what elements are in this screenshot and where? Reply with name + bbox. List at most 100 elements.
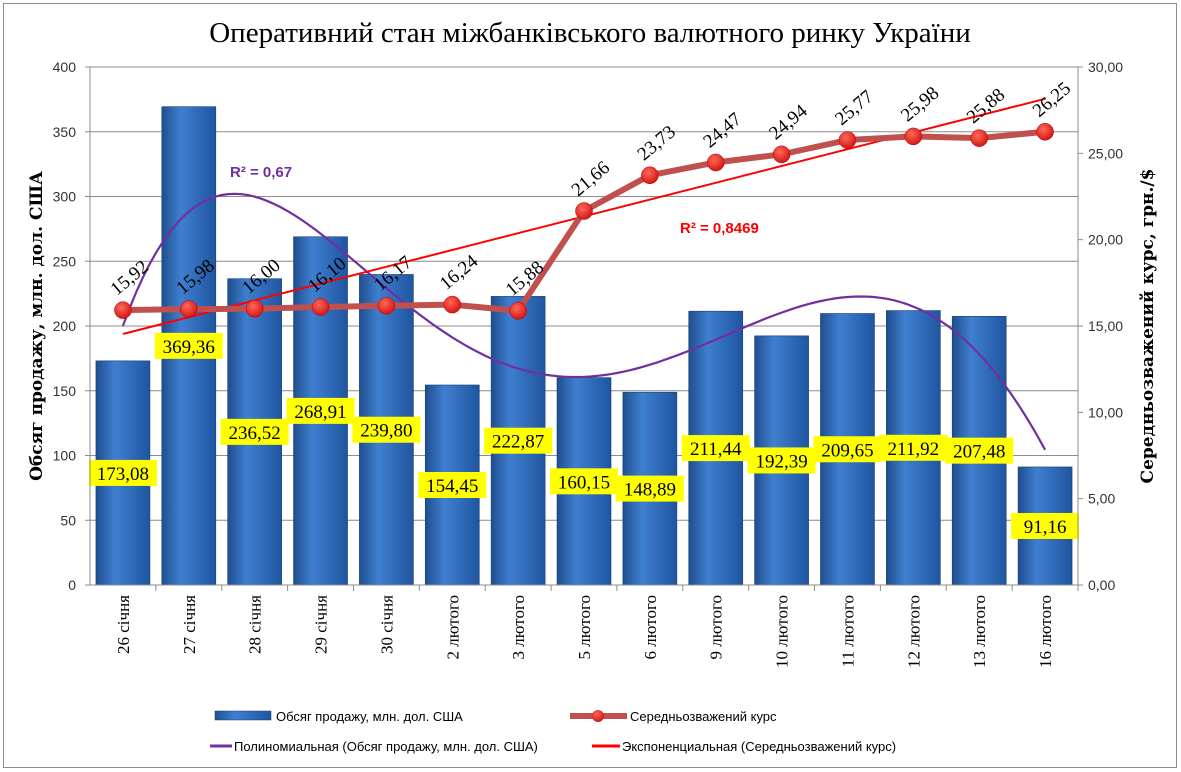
x-tick-label: 10 лютого (773, 595, 792, 668)
bar-label-bg (352, 416, 421, 443)
rate-value-label: 26,25 (1029, 78, 1075, 122)
bar-value-label: 192,39 (755, 451, 807, 472)
bar-label-bg (747, 447, 816, 474)
rate-marker (838, 131, 857, 149)
bar-label-bg (681, 435, 750, 462)
y-tick-label: 400 (53, 59, 77, 75)
x-tick-label: 28 січня (246, 595, 265, 654)
legend-item-rate: Середньозважений курс (630, 709, 777, 724)
bar-value-label: 239,80 (360, 421, 412, 442)
bar-value-label: 211,92 (888, 439, 940, 460)
bar-label-bg (154, 332, 223, 359)
x-tick-label: 30 січня (377, 595, 396, 654)
x-tick-label: 13 лютого (970, 595, 989, 668)
rate-marker (245, 299, 264, 318)
bar-value-label: 207,48 (953, 442, 1005, 463)
bar-label-bg (220, 418, 289, 445)
bar-value-label: 154,45 (426, 476, 478, 497)
rate-value-label: 21,66 (568, 157, 614, 201)
bar-value-label: 236,52 (229, 423, 281, 444)
rate-value-label: 24,47 (699, 109, 745, 153)
bar-value-label: 160,15 (558, 472, 610, 493)
rate-value-label: 25,77 (831, 86, 877, 130)
bar-value-label: 222,87 (492, 432, 544, 453)
bar-value-label: 369,36 (163, 337, 215, 358)
rate-marker (377, 297, 396, 315)
y-tick-label: 100 (53, 448, 77, 464)
bar-value-label: 91,16 (1024, 517, 1067, 538)
rate-value-label: 23,73 (634, 122, 680, 166)
bar-label-bg (550, 468, 618, 495)
rate-value-label: 16,24 (436, 251, 483, 295)
y-tick-label: 300 (53, 189, 77, 205)
x-tick-label: 5 лютого (575, 595, 594, 659)
bar-value-label: 148,89 (624, 480, 676, 501)
rate-marker (509, 302, 527, 320)
bar-label-bg (945, 437, 1014, 464)
x-tick-label: 6 лютого (641, 595, 660, 659)
rate-value-label: 15,88 (502, 257, 548, 301)
y2-tick-label: 15,00 (1088, 318, 1123, 334)
bar-label-bg (88, 459, 157, 486)
y-tick-label: 0 (68, 577, 76, 593)
rate-marker (180, 300, 198, 318)
rate-value-label: 25,98 (897, 83, 943, 127)
x-tick-label: 29 січня (312, 595, 331, 654)
y2-tick-label: 20,00 (1088, 232, 1123, 248)
legend-item-exp: Экспоненциальная (Середньозважений курс) (622, 739, 896, 754)
rate-value-label: 25,88 (963, 84, 1009, 128)
x-tick-label: 3 лютого (509, 595, 528, 659)
bar-value-label: 173,08 (97, 464, 149, 485)
bar-label-bg (1011, 512, 1080, 539)
y2-tick-label: 5,00 (1088, 491, 1115, 507)
x-tick-label: 9 лютого (707, 595, 726, 659)
rate-marker (443, 295, 462, 314)
bar-label-bg (418, 471, 487, 498)
x-tick-label: 2 лютого (443, 595, 462, 659)
x-tick-label: 26 січня (114, 595, 133, 654)
x-tick-label: 12 лютого (904, 595, 923, 668)
rate-marker (641, 166, 659, 185)
legend-marker-swatch (592, 710, 604, 722)
y2-tick-label: 30,00 (1088, 59, 1123, 75)
y2-tick-label: 0,00 (1088, 577, 1115, 593)
bar-label-bg (813, 436, 882, 463)
x-tick-label: 16 лютого (1036, 595, 1055, 668)
rate-value-label: 24,94 (765, 100, 812, 144)
y-tick-label: 150 (53, 383, 77, 399)
x-tick-label: 27 січня (180, 595, 199, 654)
bar-label-bg (286, 397, 355, 424)
bar-value-label: 211,44 (690, 439, 742, 460)
legend-item-sales: Обсяг продажу, млн. дол. США (276, 709, 463, 724)
y-axis-title: Обсяг продажу, млн. дол. США (27, 171, 47, 481)
y-tick-label: 200 (53, 318, 77, 334)
rate-value-label: 15,92 (107, 256, 153, 300)
bar-value-label: 268,91 (294, 402, 346, 423)
legend-bar-swatch (214, 710, 272, 721)
y2-axis-title: Середньозважений курс, грн./$ (1138, 169, 1158, 484)
y-tick-label: 50 (60, 512, 76, 528)
r2-polynomial-label: R² = 0,67 (230, 164, 292, 181)
rate-marker (311, 298, 330, 316)
r2-exponential-label: R² = 0,8469 (680, 220, 759, 237)
chart-title: Оперативний стан міжбанківського валютно… (209, 17, 971, 49)
bar-label-bg (879, 434, 948, 461)
bar-value-label: 209,65 (821, 440, 873, 461)
rate-marker (970, 129, 988, 147)
bar-label-bg (615, 475, 684, 502)
rate-marker (772, 145, 791, 164)
rate-marker (114, 301, 132, 319)
rate-marker (706, 153, 725, 172)
legend-item-poly: Полиномиальная (Обсяг продажу, млн. дол.… (234, 739, 538, 754)
rate-marker (575, 202, 593, 220)
y-tick-label: 350 (53, 124, 77, 140)
y2-tick-label: 10,00 (1088, 404, 1123, 420)
y2-tick-label: 25,00 (1088, 145, 1123, 161)
polynomial-trendline (121, 192, 1047, 451)
chart-frame (3, 3, 1177, 768)
rate-marker (904, 127, 923, 146)
x-tick-label: 11 лютого (838, 595, 857, 667)
bar-label-bg (484, 427, 553, 454)
y-tick-label: 250 (53, 253, 77, 269)
rate-marker (1036, 123, 1054, 141)
